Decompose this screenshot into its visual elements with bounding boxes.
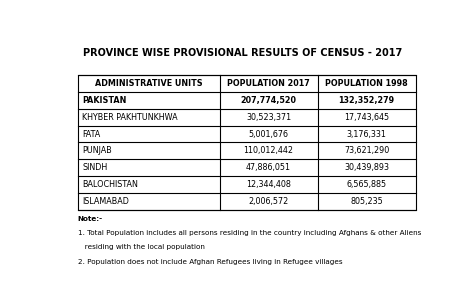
Text: 5,001,676: 5,001,676 [248, 130, 289, 139]
Text: PAKISTAN: PAKISTAN [82, 96, 127, 105]
Text: POPULATION 2017: POPULATION 2017 [227, 79, 310, 88]
Bar [78, 75, 416, 210]
Text: SINDH: SINDH [82, 163, 107, 172]
Text: PROVINCE WISE PROVISIONAL RESULTS OF CENSUS - 2017: PROVINCE WISE PROVISIONAL RESULTS OF CEN… [83, 48, 402, 58]
Text: 207,774,520: 207,774,520 [241, 96, 297, 105]
Text: ADMINISTRATIVE UNITS: ADMINISTRATIVE UNITS [95, 79, 202, 88]
Text: Note:-: Note:- [78, 216, 103, 222]
Text: 30,439,893: 30,439,893 [344, 163, 389, 172]
Text: residing with the local population: residing with the local population [78, 245, 204, 250]
Text: 6,565,885: 6,565,885 [346, 180, 387, 189]
Text: 47,886,051: 47,886,051 [246, 163, 291, 172]
Text: PUNJAB: PUNJAB [82, 146, 112, 156]
Text: 17,743,645: 17,743,645 [344, 113, 389, 122]
Text: POPULATION 1998: POPULATION 1998 [325, 79, 408, 88]
Text: FATA: FATA [82, 130, 100, 139]
Text: 73,621,290: 73,621,290 [344, 146, 389, 156]
Text: 132,352,279: 132,352,279 [338, 96, 395, 105]
Text: ISLAMABAD: ISLAMABAD [82, 197, 129, 206]
Text: 12,344,408: 12,344,408 [246, 180, 291, 189]
Text: 3,176,331: 3,176,331 [346, 130, 386, 139]
Text: 2. Population does not include Afghan Refugees living in Refugee villages: 2. Population does not include Afghan Re… [78, 259, 342, 265]
Text: 30,523,371: 30,523,371 [246, 113, 291, 122]
Text: 110,012,442: 110,012,442 [244, 146, 293, 156]
Text: BALOCHISTAN: BALOCHISTAN [82, 180, 138, 189]
Text: KHYBER PAKHTUNKHWA: KHYBER PAKHTUNKHWA [82, 113, 178, 122]
Text: 805,235: 805,235 [350, 197, 383, 206]
Text: 1. Total Population includes all persons residing in the country including Afgha: 1. Total Population includes all persons… [78, 230, 421, 236]
Text: 2,006,572: 2,006,572 [248, 197, 289, 206]
